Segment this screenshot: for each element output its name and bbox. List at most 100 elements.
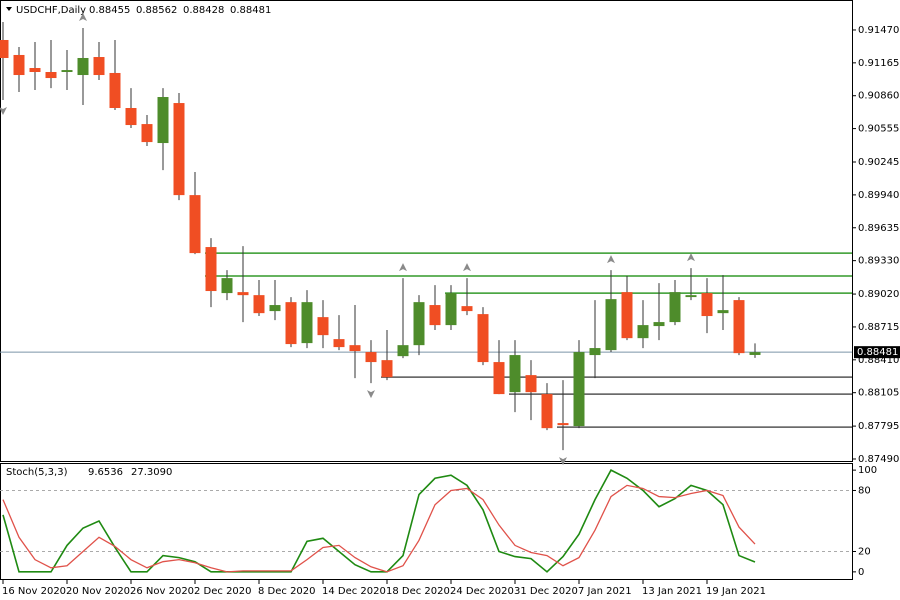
candle-body xyxy=(253,295,265,314)
candle-body xyxy=(285,302,297,345)
indicator-line xyxy=(2,484,756,573)
y-tick-label: 100 xyxy=(858,465,877,476)
close-readout: 0.88481 xyxy=(230,5,271,16)
x-tick-label: 8 Dec 2020 xyxy=(258,586,316,597)
fractal-up xyxy=(463,263,471,272)
candle-body xyxy=(525,375,537,393)
fractal-down xyxy=(367,390,375,399)
y-tick-label: 0.88105 xyxy=(858,388,899,399)
y-tick-label: 0.90245 xyxy=(858,157,899,168)
candle-body xyxy=(45,72,57,79)
candle-body xyxy=(77,57,89,76)
fractal-down xyxy=(0,107,7,116)
y-tick-label: 0.87490 xyxy=(858,454,899,465)
indicator-panel xyxy=(0,463,853,580)
x-tick-label: 24 Dec 2020 xyxy=(450,586,514,597)
fractal-up xyxy=(687,253,695,262)
y-tick-label: 0 xyxy=(858,567,864,578)
candle-body xyxy=(205,247,217,292)
candle-body xyxy=(109,72,121,109)
x-tick-label: 16 Nov 2020 xyxy=(2,586,66,597)
candle-body xyxy=(669,292,681,323)
candle-body xyxy=(237,292,249,296)
fractal-up xyxy=(399,263,407,272)
candle-body xyxy=(157,97,169,144)
candle-body xyxy=(605,299,617,351)
x-tick-label: 20 Nov 2020 xyxy=(66,586,130,597)
candle-body xyxy=(653,322,665,327)
candle-body xyxy=(493,362,505,395)
candle-body xyxy=(477,314,489,363)
y-tick-label: 0.87795 xyxy=(858,421,899,432)
x-tick-label: 18 Dec 2020 xyxy=(386,586,450,597)
y-tick-label: 0.89940 xyxy=(858,190,899,201)
candle-body xyxy=(509,355,521,393)
candle-body xyxy=(61,70,73,73)
candle-body xyxy=(173,103,185,196)
y-tick-label: 0.89330 xyxy=(858,256,899,267)
candle-body xyxy=(0,39,9,58)
candle-body xyxy=(349,345,361,352)
low-readout: 0.88428 xyxy=(183,5,224,16)
x-tick-label: 7 Jan 2021 xyxy=(578,586,632,597)
candle-body xyxy=(301,302,313,344)
x-tick-label: 14 Dec 2020 xyxy=(322,586,386,597)
fractal-down xyxy=(559,457,567,466)
y-tick-label: 0.91165 xyxy=(858,58,899,69)
y-tick-label: 0.90555 xyxy=(858,124,899,135)
candle-body xyxy=(29,68,41,73)
fractal-up xyxy=(79,13,87,22)
price-label: 0.88481 xyxy=(857,347,898,358)
k-readout: 9.6536 xyxy=(88,467,123,478)
candle-body xyxy=(749,352,761,355)
y-tick-label: 0.89635 xyxy=(858,223,899,234)
x-tick-label: 13 Jan 2021 xyxy=(642,586,702,597)
x-tick-label: 26 Nov 2020 xyxy=(130,586,194,597)
candle-body xyxy=(221,278,233,294)
candle-body xyxy=(365,352,377,363)
candle-body xyxy=(637,325,649,339)
candle-body xyxy=(573,352,585,427)
y-tick-label: 0.88715 xyxy=(858,322,899,333)
candle-body xyxy=(733,300,745,354)
high-readout: 0.88562 xyxy=(136,5,177,16)
candle-body xyxy=(413,302,425,346)
y-tick-label: 0.88410 xyxy=(858,355,899,366)
candle-body xyxy=(541,394,553,429)
y-tick-label: 20 xyxy=(858,547,871,558)
x-tick-label: 19 Jan 2021 xyxy=(706,586,766,597)
candle-body xyxy=(125,108,137,126)
candle-body xyxy=(685,295,697,298)
candle-body xyxy=(397,345,409,357)
y-tick-label: 80 xyxy=(858,485,871,496)
candle-body xyxy=(93,57,105,76)
fractal-up xyxy=(607,255,615,264)
candle-body xyxy=(429,305,441,326)
candle-body xyxy=(333,339,345,348)
y-tick-label: 0.89020 xyxy=(858,289,899,300)
x-tick-label: 2 Dec 2020 xyxy=(194,586,252,597)
candle-body xyxy=(445,293,457,326)
candle-body xyxy=(717,310,729,314)
candle-body xyxy=(461,306,473,312)
d-readout: 27.3090 xyxy=(131,467,172,478)
candle-body xyxy=(621,292,633,339)
candle-body xyxy=(189,195,201,254)
y-tick-label: 0.91470 xyxy=(858,25,899,36)
indicator-title: Stoch(5,3,3) xyxy=(6,467,68,478)
candle-body xyxy=(701,293,713,317)
candle-body xyxy=(141,124,153,143)
candle-body xyxy=(269,305,281,312)
y-tick-label: 0.90860 xyxy=(858,91,899,102)
main-panel xyxy=(0,0,853,462)
menu-triangle xyxy=(6,7,12,11)
price-label-box xyxy=(854,346,900,359)
chart-title: USDCHF,Daily xyxy=(16,5,86,16)
open-readout: 0.88455 xyxy=(89,5,130,16)
candle-body xyxy=(381,360,393,378)
candle-body xyxy=(589,348,601,356)
candle-body xyxy=(317,317,329,336)
candle-body xyxy=(557,423,569,426)
candle-body xyxy=(13,54,25,76)
